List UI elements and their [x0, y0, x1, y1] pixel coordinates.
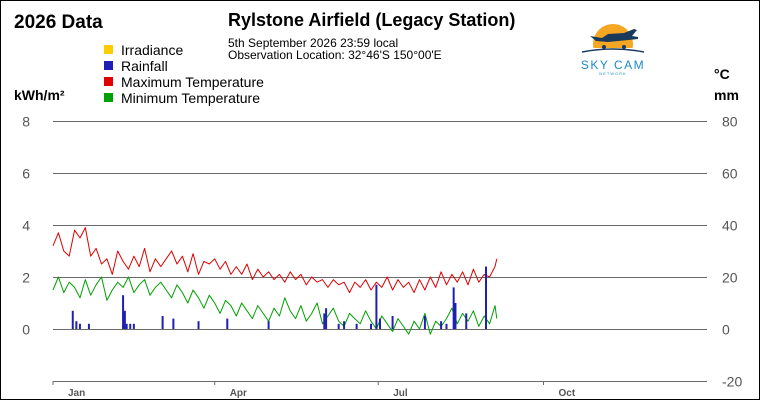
right-tick-label: -20	[722, 374, 742, 390]
rainfall-bar	[465, 313, 468, 329]
rainfall-bar	[379, 318, 381, 329]
rainfall-bar	[452, 287, 455, 329]
rainfall-bar	[75, 321, 78, 329]
legend-swatch-rainfall	[104, 61, 113, 70]
rainfall-bar	[87, 323, 90, 329]
year-title: 2026 Data	[14, 12, 103, 33]
rainfall-bar	[423, 316, 426, 329]
x-tick-label: Oct	[559, 388, 576, 399]
rainfall-bar	[343, 321, 346, 329]
legend-label-irradiance: Irradiance	[121, 42, 184, 58]
rainfall-bar	[445, 323, 448, 329]
rainfall-bar	[355, 323, 358, 329]
x-tick-label: Jul	[393, 388, 408, 399]
legend-swatch-irradiance	[104, 45, 113, 54]
right-tick-label: 0	[722, 322, 730, 338]
rainfall-bar	[454, 303, 457, 329]
rainfall-bar	[71, 310, 74, 329]
right-axis-unit-temperature: °C	[714, 66, 730, 82]
rainfall-bar	[123, 310, 126, 329]
left-tick-label: 4	[22, 218, 30, 234]
rainfall-bar	[197, 321, 200, 329]
left-tick-label: 6	[22, 166, 30, 182]
legend-item-max-temp: Maximum Temperature	[104, 74, 264, 90]
left-tick-label: 2	[22, 270, 30, 286]
rainfall-bar	[323, 313, 326, 329]
left-tick-label: 8	[22, 114, 30, 130]
left-axis-unit: kWh/m²	[14, 87, 65, 103]
right-tick-label: 60	[722, 166, 738, 182]
logo-plane-icon	[590, 29, 638, 49]
rainfall-bar	[226, 318, 229, 329]
observation-location: Observation Location: 32°46'S 150°00'E	[228, 48, 442, 62]
logo-brand-text: SKY CAM	[581, 58, 645, 72]
observation-date: 5th September 2026 23:59 local	[228, 36, 399, 50]
legend-label-min-temp: Minimum Temperature	[121, 90, 261, 106]
rainfall-bar	[485, 266, 488, 329]
x-tick-label: Jan	[68, 388, 85, 399]
legend-item-min-temp: Minimum Temperature	[104, 90, 260, 106]
rainfall-bar	[337, 323, 340, 329]
logo-tagline-text: NETWORK	[599, 71, 626, 76]
rainfall-bar	[161, 316, 164, 329]
legend-swatch-min-temp	[104, 93, 113, 102]
rainfall-bar	[78, 323, 81, 329]
rainfall-bar	[267, 321, 270, 329]
legend-label-rainfall: Rainfall	[121, 58, 168, 74]
legend-item-irradiance: Irradiance	[104, 42, 183, 58]
right-tick-label: 40	[722, 218, 738, 234]
maximum-temperature-line	[52, 227, 498, 294]
rainfall-bar	[125, 323, 128, 329]
right-tick-label: 20	[722, 270, 738, 286]
minimum-temperature-line	[52, 276, 498, 335]
rainfall-bar	[440, 321, 443, 329]
rainfall-bar	[132, 323, 135, 329]
rainfall-bar	[325, 308, 328, 329]
station-title: Rylstone Airfield (Legacy Station)	[228, 10, 516, 30]
legend-item-rainfall: Rainfall	[104, 58, 168, 74]
legend-label-max-temp: Maximum Temperature	[121, 74, 264, 90]
rainfall-bar	[375, 284, 378, 329]
rainfall-bar	[129, 323, 132, 329]
x-tick-label: Apr	[230, 388, 247, 399]
right-tick-label: 80	[722, 114, 738, 130]
right-axis-unit-rainfall: mm	[714, 87, 739, 103]
left-tick-label: 0	[22, 322, 30, 338]
rainfall-bar	[370, 323, 373, 329]
rainfall-bar	[391, 316, 394, 329]
legend-swatch-max-temp	[104, 77, 113, 86]
rainfall-bar	[172, 318, 175, 329]
rainfall-bar	[122, 295, 125, 329]
sky-cam-logo: SKY CAM NETWORK	[581, 24, 645, 76]
